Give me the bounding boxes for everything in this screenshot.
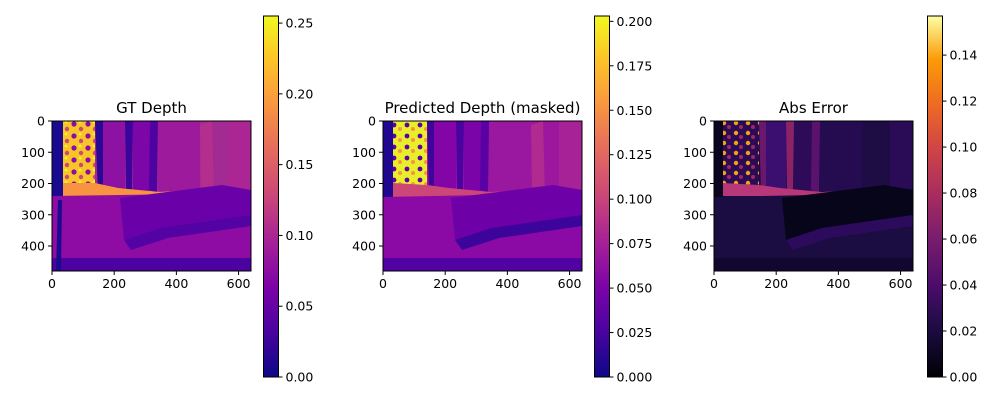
colorbar-tick-label: 0.000 xyxy=(617,370,653,385)
colorbar-tick-label: 0.08 xyxy=(950,186,978,201)
x-tick-label: 600 xyxy=(227,276,251,291)
colorbar-tick-label: 0.100 xyxy=(617,192,653,207)
y-tick-label: 300 xyxy=(352,207,376,222)
colorbar-tick-label: 0.04 xyxy=(950,278,978,293)
colorbar-tick-label: 0.10 xyxy=(950,140,978,155)
colorbar-ticks: 0.00 0.05 0.10 0.15 0.20 0.25 xyxy=(278,16,314,385)
x-tick-label: 200 xyxy=(433,276,457,291)
panel-title: Predicted Depth (masked) xyxy=(385,99,581,117)
depth-image xyxy=(52,121,251,271)
depth-image xyxy=(383,121,582,271)
y-tick-label: 300 xyxy=(683,207,707,222)
y-tick-label: 0 xyxy=(368,114,376,129)
y-tick-label: 400 xyxy=(683,239,707,254)
error-image xyxy=(714,121,913,271)
panel-title: GT Depth xyxy=(116,99,187,117)
colorbar-tick-label: 0.125 xyxy=(617,147,653,162)
x-tick-label: 0 xyxy=(379,276,387,291)
colorbar-tick-label: 0.150 xyxy=(617,103,653,118)
colorbar-tick-label: 0.200 xyxy=(617,14,653,29)
colorbar-tick-label: 0.075 xyxy=(617,236,653,251)
panel-abs-error: Abs Error 0 200 400 600 0 100 200 300 400 xyxy=(683,15,978,385)
colorbar-tick-label: 0.10 xyxy=(286,228,314,243)
axis-ticks: 0 200 400 600 0 100 200 300 400 xyxy=(683,114,912,292)
y-tick-label: 100 xyxy=(21,145,45,160)
colorbar-tick-label: 0.175 xyxy=(617,58,653,73)
colorbar-tick-label: 0.050 xyxy=(617,281,653,296)
x-tick-label: 400 xyxy=(495,276,519,291)
y-tick-label: 300 xyxy=(21,207,45,222)
plot-frame xyxy=(713,120,914,272)
axis-ticks: 0 200 400 600 0 100 200 300 400 xyxy=(352,114,581,292)
colorbar-tick-label: 0.00 xyxy=(286,370,314,385)
y-tick-label: 100 xyxy=(352,145,376,160)
colorbar-tick-label: 0.20 xyxy=(286,86,314,101)
x-tick-label: 600 xyxy=(558,276,582,291)
colorbar-tick-label: 0.12 xyxy=(950,94,978,109)
x-tick-label: 200 xyxy=(764,276,788,291)
axis-ticks: 0 200 400 600 0 100 200 300 400 xyxy=(21,114,250,292)
x-tick-label: 0 xyxy=(48,276,56,291)
x-tick-label: 0 xyxy=(710,276,718,291)
plot-frame xyxy=(51,120,252,272)
colorbar-tick-label: 0.02 xyxy=(950,324,978,339)
colorbar-ticks: 0.00 0.02 0.04 0.06 0.08 0.10 0.12 0.14 xyxy=(942,48,978,385)
colorbar-tick-label: 0.00 xyxy=(950,370,978,385)
y-tick-label: 200 xyxy=(21,176,45,191)
panel-gt-depth: GT Depth 0 200 400 600 0 xyxy=(21,15,314,385)
y-tick-label: 200 xyxy=(683,176,707,191)
panel-title: Abs Error xyxy=(779,99,849,117)
colorbar-ticks: 0.000 0.025 0.050 0.075 0.100 0.125 0.150 0.175… xyxy=(609,14,653,385)
y-tick-label: 400 xyxy=(352,239,376,254)
colorbar-tick-label: 0.05 xyxy=(286,299,314,314)
y-tick-label: 200 xyxy=(352,176,376,191)
y-tick-label: 100 xyxy=(683,145,707,160)
colorbar-tick-label: 0.025 xyxy=(617,325,653,340)
colorbar-tick-label: 0.14 xyxy=(950,48,978,63)
x-tick-label: 600 xyxy=(889,276,913,291)
plot-frame xyxy=(382,120,583,272)
colorbar xyxy=(263,15,279,378)
y-tick-label: 0 xyxy=(37,114,45,129)
x-tick-label: 400 xyxy=(826,276,850,291)
colorbar-tick-label: 0.25 xyxy=(286,16,314,31)
colorbar xyxy=(594,15,610,378)
panel-predicted-depth: Predicted Depth (masked) 0 200 xyxy=(352,14,652,385)
y-tick-label: 400 xyxy=(21,239,45,254)
y-tick-label: 0 xyxy=(699,114,707,129)
x-tick-label: 200 xyxy=(102,276,126,291)
colorbar-tick-label: 0.06 xyxy=(950,232,978,247)
colorbar xyxy=(927,15,943,378)
colorbar-tick-label: 0.15 xyxy=(286,157,314,172)
x-tick-label: 400 xyxy=(164,276,188,291)
